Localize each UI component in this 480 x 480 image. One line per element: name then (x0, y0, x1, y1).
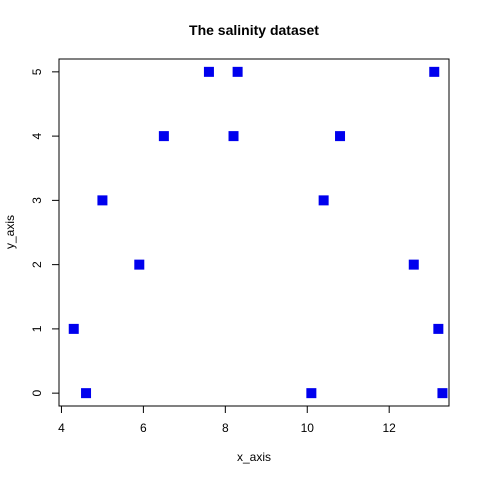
data-point (68, 323, 79, 334)
x-tick-label: 8 (222, 421, 229, 435)
data-point (429, 66, 440, 77)
y-axis: 0 1 2 3 4 5 (30, 68, 60, 396)
chart-title: The salinity dataset (189, 22, 319, 38)
data-points (68, 66, 448, 399)
x-tick-label: 12 (383, 421, 397, 435)
x-axis-label: x_axis (237, 450, 271, 464)
data-point (335, 131, 346, 142)
data-point (433, 323, 444, 334)
data-point (81, 388, 92, 399)
y-tick-label: 3 (30, 197, 44, 204)
plot-frame (58, 58, 450, 407)
data-point (318, 195, 329, 206)
data-point (306, 388, 317, 399)
x-tick-label: 6 (140, 421, 147, 435)
data-point (97, 195, 108, 206)
data-point (437, 388, 448, 399)
x-tick-label: 4 (58, 421, 65, 435)
y-tick-label: 5 (30, 68, 44, 75)
y-tick-label: 0 (30, 389, 44, 396)
data-point (408, 259, 419, 270)
y-tick-label: 4 (30, 132, 44, 139)
y-axis-label: y_axis (3, 215, 17, 249)
data-point (232, 66, 243, 77)
data-point (134, 259, 145, 270)
y-tick-label: 2 (30, 261, 44, 268)
data-point (203, 66, 214, 77)
data-point (228, 131, 239, 142)
x-tick-label: 10 (301, 421, 315, 435)
data-point (158, 131, 169, 142)
x-axis: 4 6 8 10 12 (58, 405, 397, 435)
y-tick-label: 1 (30, 325, 44, 332)
